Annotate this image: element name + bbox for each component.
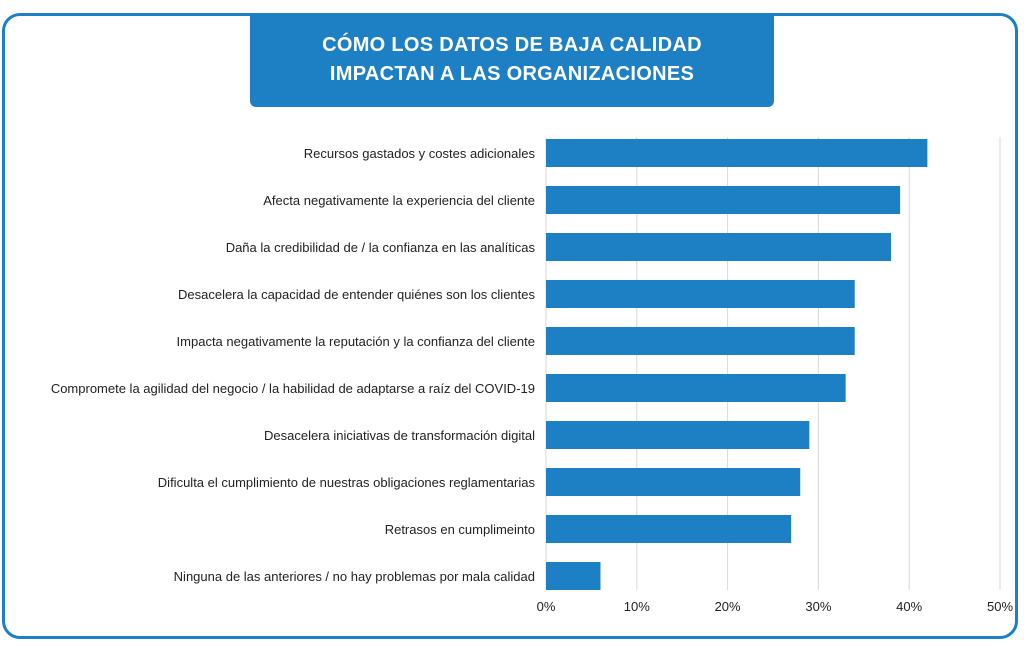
category-label-8: Dificulta el cumplimiento de nuestras ob…	[158, 475, 536, 490]
bar-1	[546, 139, 928, 167]
bar-4	[546, 280, 855, 308]
bar-2	[546, 186, 901, 214]
category-label-3: Daña la credibilidad de / la confianza e…	[226, 240, 536, 255]
x-tick-label-10: 10%	[624, 599, 650, 614]
bar-7	[546, 421, 810, 449]
chart-title-line-1: CÓMO LOS DATOS DE BAJA CALIDAD	[322, 34, 702, 56]
chart-title-line-2: IMPACTAN A LAS ORGANIZACIONES	[329, 63, 695, 85]
chart-frame	[2, 13, 1018, 639]
bar-8	[546, 468, 801, 496]
category-label-1: Recursos gastados y costes adicionales	[304, 146, 536, 161]
x-tick-label-50: 50%	[987, 599, 1013, 614]
category-label-9: Retrasos en cumplimeinto	[385, 522, 535, 537]
category-label-7: Desacelera iniciativas de transformación…	[264, 428, 535, 443]
chart-title: CÓMO LOS DATOS DE BAJA CALIDAD IMPACTAN …	[250, 13, 774, 107]
category-label-2: Afecta negativamente la experiencia del …	[263, 193, 535, 208]
category-label-5: Impacta negativamente la reputación y la…	[177, 334, 535, 349]
bar-10	[546, 562, 601, 590]
category-label-6: Compromete la agilidad del negocio / la …	[51, 381, 535, 396]
bar-6	[546, 374, 846, 402]
x-tick-label-40: 40%	[896, 599, 922, 614]
category-label-4: Desacelera la capacidad de entender quié…	[178, 287, 536, 302]
x-tick-label-20: 20%	[715, 599, 741, 614]
bar-5	[546, 327, 855, 355]
bar-9	[546, 515, 792, 543]
bar-3	[546, 233, 892, 261]
x-tick-label-0: 0%	[537, 599, 556, 614]
category-label-10: Ninguna de las anteriores / no hay probl…	[174, 569, 535, 584]
x-tick-label-30: 30%	[805, 599, 831, 614]
